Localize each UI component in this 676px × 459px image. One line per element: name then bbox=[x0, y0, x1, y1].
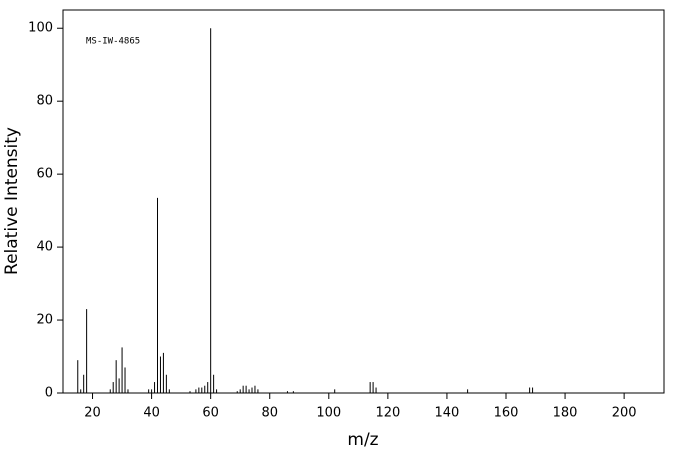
y-tick-label: 60 bbox=[36, 167, 53, 182]
x-tick-label: 60 bbox=[202, 406, 219, 421]
plot-frame bbox=[62, 9, 665, 394]
y-tick-label: 0 bbox=[45, 386, 53, 401]
y-axis-label: Relative Intensity bbox=[2, 127, 22, 275]
x-tick-label: 140 bbox=[435, 406, 460, 421]
x-tick-label: 80 bbox=[261, 406, 278, 421]
x-tick-label: 200 bbox=[612, 406, 637, 421]
y-tick-label: 40 bbox=[36, 240, 53, 255]
y-tick-label: 100 bbox=[28, 21, 53, 36]
x-tick-label: 100 bbox=[316, 406, 341, 421]
annotation: MS-IW-4865 bbox=[86, 37, 140, 47]
x-tick-label: 20 bbox=[84, 406, 101, 421]
x-tick-label: 120 bbox=[375, 406, 400, 421]
x-tick-label: 160 bbox=[494, 406, 519, 421]
x-axis-label: m/z bbox=[347, 430, 378, 450]
y-tick-label: 20 bbox=[36, 313, 53, 328]
y-tick-label: 80 bbox=[36, 94, 53, 109]
x-tick-label: 40 bbox=[143, 406, 160, 421]
x-tick-label: 180 bbox=[553, 406, 578, 421]
